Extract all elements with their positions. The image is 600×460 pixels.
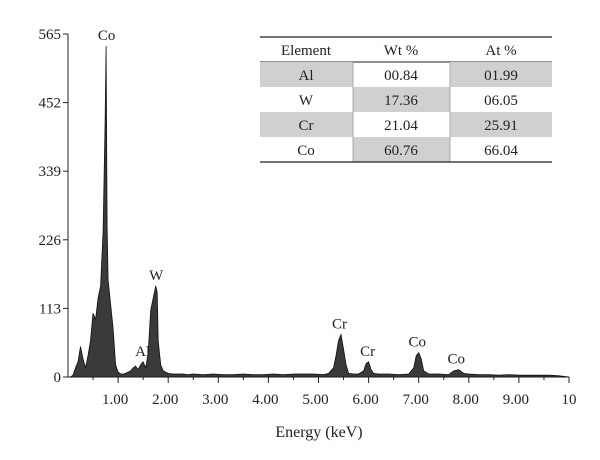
x-axis-title: Energy (keV)	[275, 424, 362, 441]
table-cell-shade	[353, 87, 450, 112]
table-cell-shade	[450, 62, 552, 87]
peak-annotations: Co W Al Cr Cr Co Co	[98, 28, 465, 368]
table-cell-shade	[260, 62, 353, 87]
table-cell: 21.04	[384, 118, 418, 134]
spectrum-series-0	[69, 46, 570, 378]
peak-label: Cr	[332, 317, 347, 333]
x-tick-label: 4.00	[252, 392, 278, 408]
x-tick-label: 10	[562, 392, 577, 408]
y-tick-label: 565	[39, 27, 62, 43]
table-cell-shade	[260, 112, 353, 137]
peak-label: Co	[448, 352, 466, 368]
table-header-cell: Wt %	[384, 43, 419, 59]
table-cell: Co	[297, 143, 315, 159]
x-tick-label: 7.00	[403, 392, 429, 408]
peak-label: Cr	[360, 344, 375, 360]
y-tick-label: 452	[39, 96, 62, 112]
x-tick-label: 8.00	[453, 392, 479, 408]
x-tick-label: 2.00	[152, 392, 178, 408]
table-cell-shade	[353, 137, 450, 162]
y-tick-label: 339	[39, 164, 62, 180]
x-tick-label: 1.00	[102, 392, 128, 408]
y-tick-label: 113	[39, 301, 61, 317]
table-cell: 66.04	[484, 143, 518, 159]
table-cell: Cr	[299, 118, 314, 134]
table-row: Co 60.76 66.04	[297, 137, 518, 162]
peak-label: Co	[98, 28, 116, 44]
y-tick-label: 0	[54, 370, 62, 386]
x-tick-label: 5.00	[302, 392, 328, 408]
table-row: W 17.36 06.05	[299, 87, 518, 112]
table-cell: 01.99	[484, 68, 518, 84]
table-cell: W	[299, 93, 314, 109]
y-tick-label: 226	[39, 233, 62, 249]
table-cell-shade	[450, 112, 552, 137]
composition-table: Element Wt % At % Al 00.84 01.99 W 17.36 06.05 Cr…	[260, 36, 552, 163]
x-axis: 1.00 2.00 3.00 4.00 5.00 6.00 7.00 8.00 9.00 10	[68, 376, 577, 408]
x-tick-label: 3.00	[202, 392, 228, 408]
table-row: Al 00.84 01.99	[260, 62, 552, 87]
table-cell: 25.91	[484, 118, 518, 134]
table-cell: 17.36	[384, 93, 418, 109]
table-cell: 60.76	[384, 143, 418, 159]
table-cell: Al	[299, 68, 314, 84]
x-tick-label: 9.00	[503, 392, 529, 408]
table-header-cell: At %	[485, 43, 516, 59]
y-axis: 0 113 226 339 452 565	[39, 27, 69, 386]
peak-label: W	[149, 268, 164, 284]
x-tick-label: 6.00	[352, 392, 378, 408]
table-cell: 00.84	[384, 68, 418, 84]
table-row: Cr 21.04 25.91	[260, 112, 552, 137]
plot-area	[69, 46, 570, 378]
table-cell: 06.05	[484, 93, 518, 109]
table-header-cell: Element	[281, 43, 332, 59]
peak-label: Al	[135, 344, 150, 360]
peak-label: Co	[408, 335, 426, 351]
